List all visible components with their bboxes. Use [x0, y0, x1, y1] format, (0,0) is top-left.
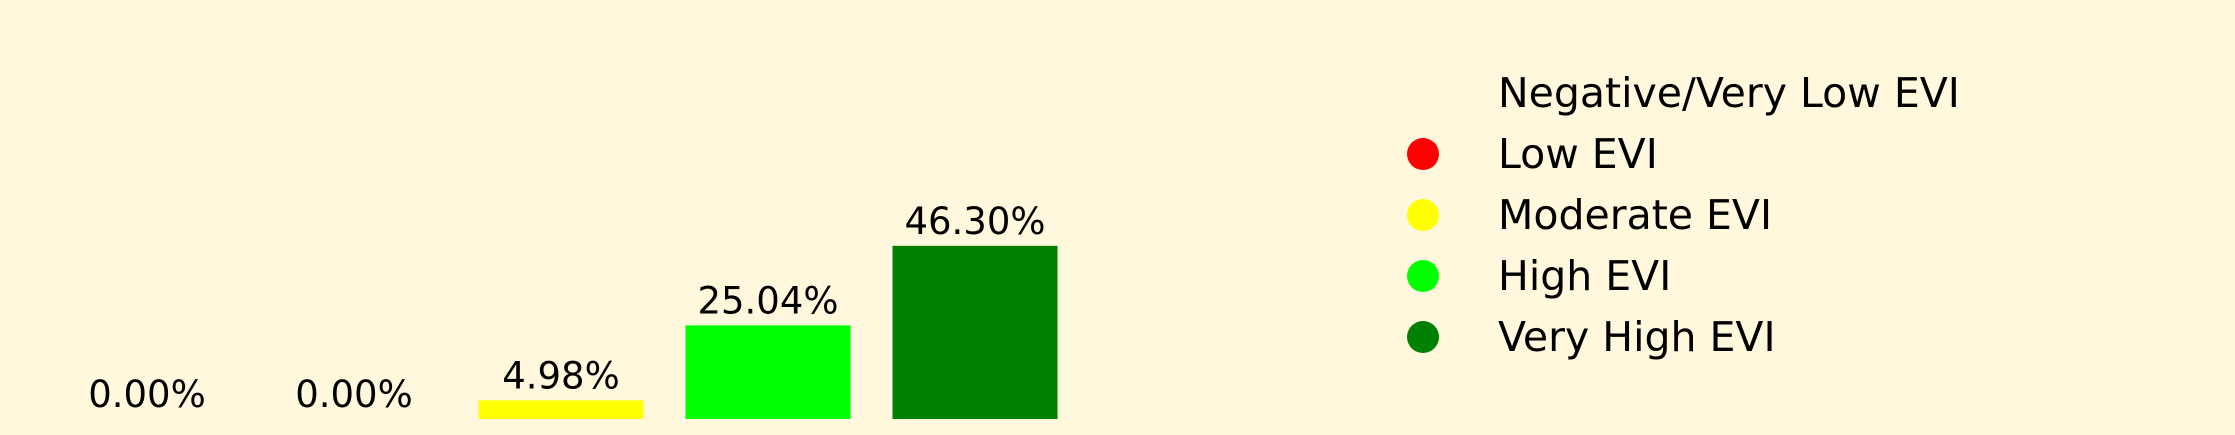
legend: Negative/Very Low EVI Low EVI Moderate EVI…	[1407, 69, 1960, 361]
bars-layer	[478, 245, 1058, 419]
bar-value-label: 4.98%	[502, 354, 620, 397]
legend-entry-label: Very High EVI	[1498, 313, 1776, 361]
bar-4	[685, 325, 851, 419]
legend-entry-label: High EVI	[1498, 252, 1671, 300]
bar-value-label: 0.00%	[295, 373, 413, 416]
bar-5	[892, 245, 1058, 419]
legend-marker	[1407, 260, 1439, 292]
legend-marker	[1407, 321, 1439, 353]
legend-marker	[1407, 77, 1439, 109]
bar-value-label: 0.00%	[88, 373, 206, 416]
bar-3	[478, 400, 644, 419]
legend-marker	[1407, 138, 1439, 170]
legend-entry-label: Moderate EVI	[1498, 191, 1772, 239]
legend-entry-label: Low EVI	[1498, 130, 1658, 178]
data-labels-layer: 0.00% 0.00% 4.98% 25.04% 46.30%	[88, 200, 1045, 416]
legend-entry-label: Negative/Very Low EVI	[1498, 69, 1960, 117]
bar-value-label: 46.30%	[904, 200, 1045, 243]
bar-value-label: 25.04%	[697, 279, 838, 322]
legend-marker	[1407, 199, 1439, 231]
